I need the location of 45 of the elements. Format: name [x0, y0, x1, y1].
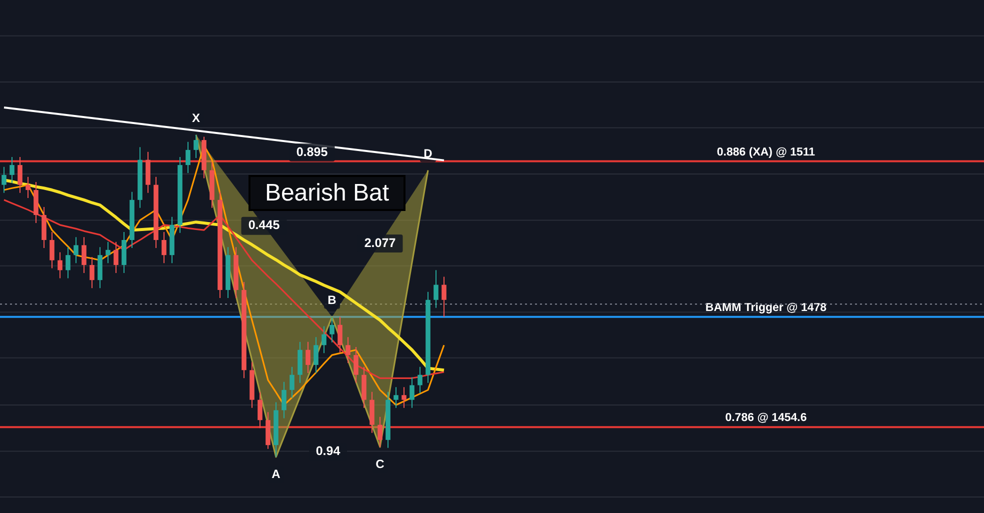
candlestick	[378, 416, 382, 448]
ref-line-label: 0.786 @ 1454.6	[725, 412, 807, 424]
data-label: A	[272, 467, 281, 482]
candlestick	[290, 366, 294, 398]
candlestick	[186, 141, 190, 174]
text: Bearish Bat	[264, 179, 390, 206]
candlestick	[322, 326, 326, 354]
candlestick	[282, 381, 286, 419]
candlestick	[330, 316, 334, 343]
candlestick	[306, 341, 310, 374]
annotation: 0.94	[316, 444, 340, 458]
candlestick	[82, 236, 86, 274]
candlestick	[74, 236, 78, 264]
candlestick	[394, 386, 398, 408]
candlestick	[354, 346, 358, 384]
annotation: 0.895	[296, 144, 328, 159]
candlestick	[66, 246, 70, 279]
candlestick	[90, 256, 94, 289]
candlestick	[410, 376, 414, 408]
candlestick	[26, 176, 30, 199]
candlestick	[194, 134, 198, 158]
ref-line-label: 0.886 (XA) @ 1511	[716, 146, 816, 158]
candlestick	[2, 166, 6, 194]
candlestick	[58, 252, 62, 279]
candlestick	[442, 276, 446, 318]
candlestick	[418, 366, 422, 394]
candlestick	[18, 156, 22, 194]
annotation: 0.445	[248, 218, 280, 232]
candlestick	[402, 386, 406, 408]
data-label: D	[424, 146, 433, 160]
data-label: B	[328, 293, 337, 308]
candlestick	[114, 241, 118, 274]
ref-line-label: BAMM Trigger @ 1478	[705, 302, 828, 314]
candlestick	[346, 336, 350, 364]
data-label: X	[192, 111, 200, 126]
candlestick	[50, 231, 54, 269]
candlestick	[106, 241, 110, 264]
data-label: C	[376, 457, 385, 472]
candlestick	[434, 270, 438, 308]
candlestick	[10, 156, 14, 184]
annotation: 2.077	[364, 236, 396, 250]
candlestick	[162, 231, 166, 264]
candlestick	[258, 391, 262, 429]
candlestick	[338, 316, 342, 354]
candlestick	[314, 336, 318, 374]
